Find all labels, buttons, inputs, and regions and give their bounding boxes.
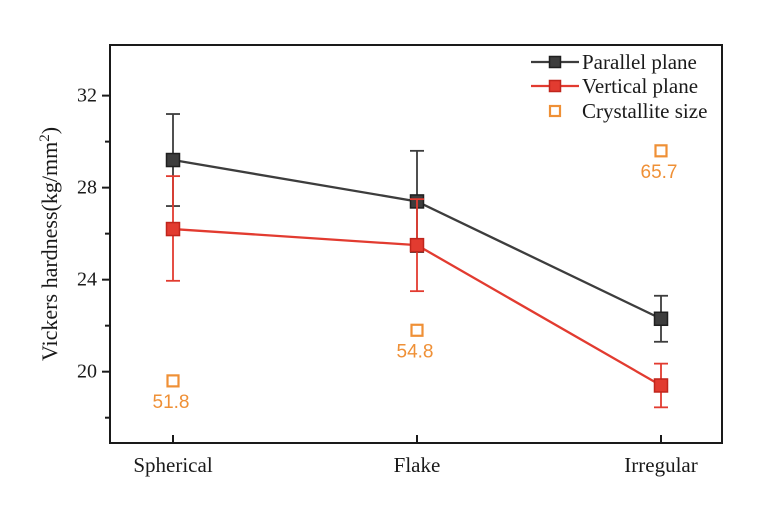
legend-label: Parallel plane bbox=[582, 50, 697, 74]
legend-marker-open-square-icon bbox=[548, 104, 562, 118]
y-tick-label: 24 bbox=[77, 269, 97, 291]
marker-crystallite-size-spherical bbox=[166, 374, 180, 388]
y-axis-title: Vickers hardness(kg/mm2) bbox=[37, 127, 62, 361]
marker-vertical-plane-irregular bbox=[653, 378, 669, 393]
y-tick-label: 20 bbox=[77, 361, 97, 383]
series-vertical-plane bbox=[165, 175, 669, 409]
y-axis: 20 24 28 32 bbox=[77, 85, 110, 419]
point-label-spherical: 51.8 bbox=[153, 392, 190, 413]
y-tick-label: 32 bbox=[77, 85, 97, 107]
point-label-irregular: 65.7 bbox=[641, 162, 678, 183]
marker-parallel-plane-spherical bbox=[165, 152, 181, 168]
marker-parallel-plane-irregular bbox=[653, 311, 669, 327]
legend-item-crystallite-size: Crystallite size bbox=[548, 99, 707, 123]
marker-crystallite-size-flake bbox=[410, 323, 424, 337]
legend-label: Crystallite size bbox=[582, 99, 707, 123]
x-category-label-irregular: Irregular bbox=[624, 453, 697, 477]
legend-marker-filled-square-icon bbox=[548, 79, 562, 93]
legend-item-vertical-plane: Vertical plane bbox=[531, 74, 698, 98]
x-category-label-spherical: Spherical bbox=[133, 453, 212, 477]
legend-marker-filled-square-icon bbox=[548, 55, 562, 69]
marker-crystallite-size-irregular bbox=[654, 144, 668, 158]
y-tick-label: 28 bbox=[77, 177, 97, 199]
x-axis: Spherical Flake Irregular bbox=[133, 435, 698, 477]
legend-item-parallel-plane: Parallel plane bbox=[531, 50, 697, 74]
legend-label: Vertical plane bbox=[582, 74, 698, 98]
x-category-label-flake: Flake bbox=[394, 453, 441, 477]
point-label-flake: 54.8 bbox=[397, 341, 434, 362]
series-crystallite-size: 51.8 54.8 65.7 bbox=[153, 144, 678, 413]
marker-vertical-plane-spherical bbox=[165, 221, 181, 237]
marker-vertical-plane-flake bbox=[409, 237, 425, 253]
